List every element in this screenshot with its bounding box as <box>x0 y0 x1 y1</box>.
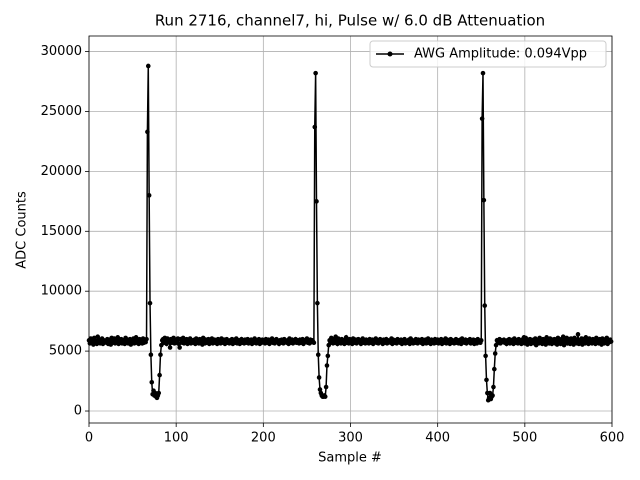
data-point <box>147 300 153 306</box>
data-point <box>573 337 579 343</box>
data-point <box>146 193 152 198</box>
data-point <box>115 335 121 340</box>
data-point <box>317 387 323 392</box>
y-tick-label: 20000 <box>41 164 82 179</box>
data-point <box>177 345 182 350</box>
data-point <box>314 199 319 204</box>
data-point <box>158 352 163 358</box>
data-point <box>560 334 566 340</box>
y-tick-label: 5000 <box>49 344 82 359</box>
x-tick-label: 600 <box>600 431 625 446</box>
y-tick-label: 0 <box>74 404 82 419</box>
data-point <box>167 345 173 350</box>
data-point <box>322 394 328 399</box>
data-point <box>492 366 497 372</box>
data-point <box>481 197 487 203</box>
data-point <box>343 335 349 340</box>
data-point <box>484 377 489 383</box>
data-point <box>491 384 496 390</box>
data-point <box>145 129 150 135</box>
data-point <box>316 375 322 380</box>
series-line <box>88 65 612 401</box>
data-point <box>144 336 149 342</box>
data-point <box>149 379 155 385</box>
x-axis-label: Sample # <box>318 451 382 466</box>
legend: AWG Amplitude: 0.094Vpp <box>369 40 607 68</box>
data-point <box>157 372 162 378</box>
x-tick-label: 0 <box>85 431 93 446</box>
data-point <box>312 124 318 130</box>
data-point <box>148 352 154 358</box>
data-point <box>575 332 581 337</box>
legend-box <box>369 40 607 68</box>
data-point <box>323 384 329 390</box>
data-point <box>608 339 614 344</box>
y-tick-label: 10000 <box>41 284 82 299</box>
y-axis-label: ADC Counts <box>15 191 30 269</box>
y-tick-label: 25000 <box>41 104 82 119</box>
data-point <box>483 353 488 359</box>
data-point <box>480 70 486 76</box>
data-point <box>544 335 549 340</box>
data-point <box>479 116 485 121</box>
plot-area <box>86 36 614 423</box>
data-point <box>313 70 318 76</box>
x-tick-label: 300 <box>338 431 363 446</box>
x-tick-label: 400 <box>425 431 450 446</box>
data-point <box>156 390 162 396</box>
x-tick-label: 100 <box>164 431 189 446</box>
legend-label: AWG Amplitude: 0.094Vpp <box>414 47 587 62</box>
x-tick-label: 200 <box>251 431 276 446</box>
legend-marker <box>387 51 393 57</box>
data-point <box>478 338 484 343</box>
data-point <box>315 352 321 358</box>
data-point <box>324 363 330 368</box>
data-point <box>492 351 498 356</box>
data-point <box>145 63 151 69</box>
data-point <box>490 393 495 398</box>
data-point <box>325 353 331 359</box>
data-point <box>176 341 182 347</box>
chart-title: Run 2716, channel7, hi, Pulse w/ 6.0 dB … <box>155 12 545 30</box>
x-tick-label: 500 <box>512 431 537 446</box>
y-tick-label: 30000 <box>41 44 82 59</box>
data-point <box>315 300 320 306</box>
data-point <box>482 303 488 308</box>
y-tick-label: 15000 <box>41 224 82 239</box>
data-point <box>311 340 317 346</box>
